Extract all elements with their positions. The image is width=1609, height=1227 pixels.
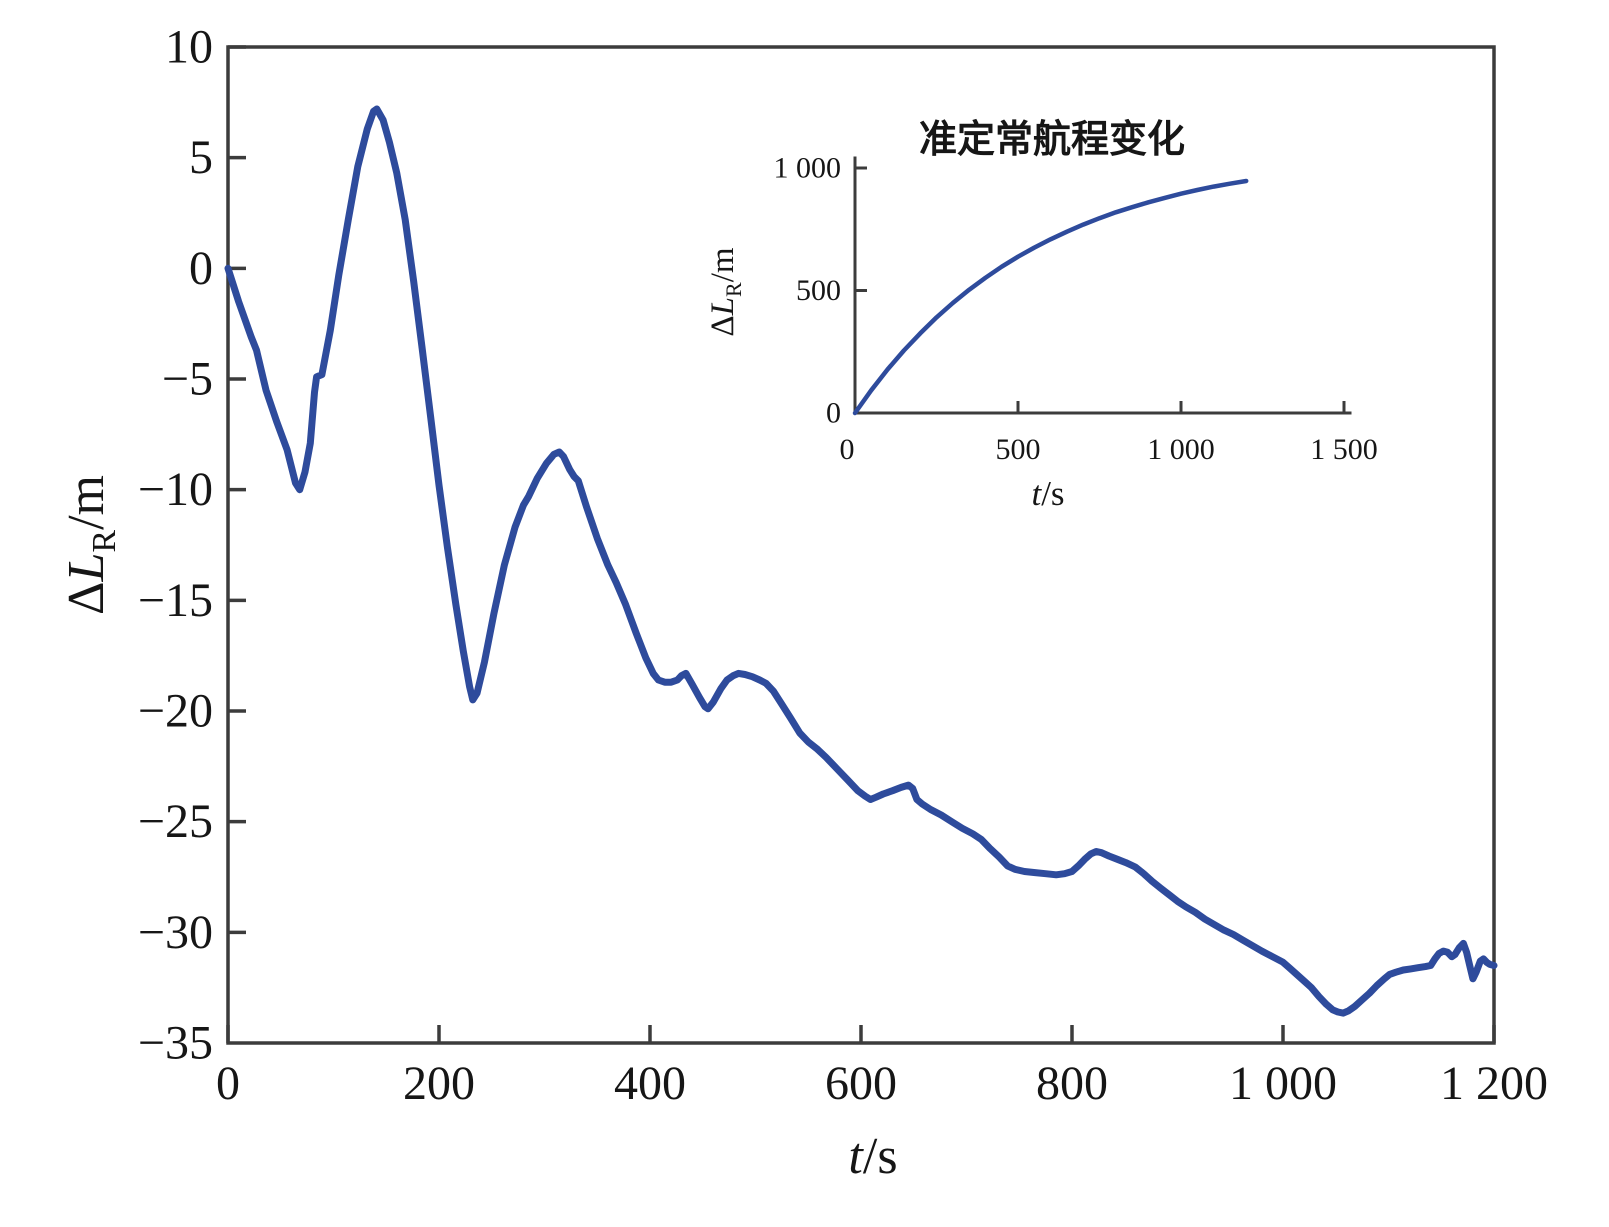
inset-y-tick-label: 500 — [796, 274, 841, 307]
main-y-label-unit: /m — [58, 475, 115, 530]
main-axes: 0 200 400 600 800 1 000 1 200 10 5 0 −5 −10 −15 −20 −2… — [138, 21, 1548, 1111]
main-x-tick-label: 200 — [403, 1057, 475, 1110]
main-y-axis-label: ΔLR/m — [58, 475, 123, 615]
main-y-label-symbol: L — [58, 553, 115, 583]
inset-x-label-symbol: t — [1031, 474, 1042, 513]
main-y-tick-label: −30 — [138, 906, 213, 959]
main-y-tick-label: −35 — [138, 1017, 213, 1070]
main-x-tick-label: 800 — [1036, 1057, 1108, 1110]
main-x-label-unit: /s — [863, 1128, 898, 1185]
main-y-tick-label: −25 — [138, 795, 213, 848]
main-y-tick-label: 10 — [165, 21, 213, 74]
main-series-line — [224, 105, 1498, 1017]
inset-y-axis-label: ΔLR/m — [705, 247, 746, 336]
inset-y-tick-label: 0 — [826, 397, 841, 430]
main-series — [224, 105, 1498, 1017]
inset-x-tick-label: 1 500 — [1310, 433, 1378, 466]
inset-y-label-symbol: L — [705, 297, 741, 316]
inset-x-axis-label: t/s — [1031, 474, 1064, 513]
main-x-axis-label: t/s — [848, 1128, 897, 1185]
main-y-tick-label: −20 — [138, 685, 213, 738]
main-x-tick-label: 600 — [825, 1057, 897, 1110]
inset-x-label-unit: /s — [1041, 474, 1064, 513]
inset-title: 准定常航程变化 — [919, 117, 1185, 161]
inset-x-tick-label: 0 — [840, 433, 855, 466]
inset-x-tick-label: 1 000 — [1147, 433, 1215, 466]
inset-y-label-unit: /m — [705, 247, 741, 282]
inset-axes: 0 500 1 000 1 500 0 500 1 000 — [774, 152, 1378, 467]
inset-series-line — [852, 178, 1249, 416]
main-y-label-delta: Δ — [58, 582, 115, 615]
main-y-tick-label: −10 — [138, 463, 213, 516]
main-y-label-subscript: R — [86, 530, 123, 553]
inset-axes-lines — [853, 156, 1352, 415]
main-x-tick-label: 400 — [614, 1057, 686, 1110]
main-y-tick-label: −5 — [162, 353, 213, 406]
main-y-tick-label: 0 — [189, 242, 213, 295]
inset-y-tick-label: 1 000 — [774, 152, 842, 185]
inset-series — [852, 178, 1249, 416]
inset-y-label-delta: Δ — [705, 315, 741, 336]
main-x-tick-label: 1 200 — [1440, 1057, 1548, 1110]
main-y-tick-label: 5 — [189, 131, 213, 184]
inset-y-label-subscript: R — [721, 282, 746, 297]
main-frame — [226, 45, 1496, 1045]
inset-x-tick-label: 500 — [996, 433, 1041, 466]
main-x-tick-label: 1 000 — [1229, 1057, 1337, 1110]
main-x-label-symbol: t — [848, 1128, 864, 1185]
main-y-tick-label: −15 — [138, 574, 213, 627]
main-x-tick-label: 0 — [216, 1057, 240, 1110]
